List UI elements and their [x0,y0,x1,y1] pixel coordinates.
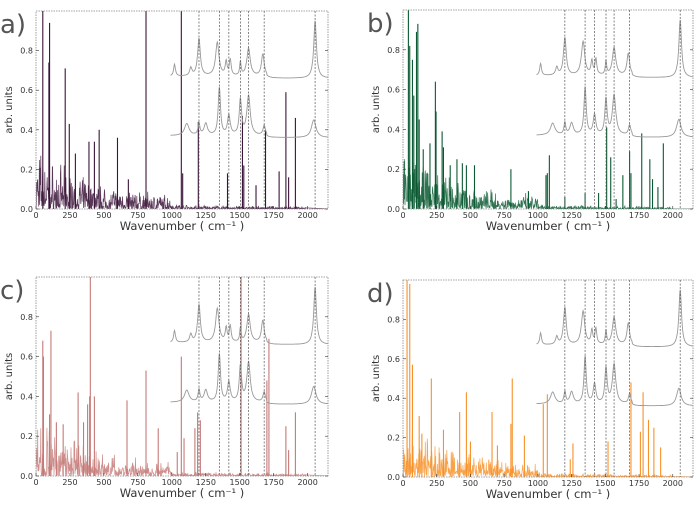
y-tick-label: 0.2 [387,165,400,174]
x-tick-label: 750 [497,211,512,220]
x-tick-label: 750 [497,479,512,488]
x-tick-label: 500 [463,479,478,488]
x-tick-label: 0 [33,478,38,487]
axes-frame [402,279,694,478]
x-tick-label: 2000 [297,211,317,220]
spectrum-trace [36,427,328,476]
x-tick-label: 1750 [263,211,283,220]
x-tick-label: 750 [130,211,145,220]
x-tick-label: 2000 [297,478,317,487]
x-tick-label: 1500 [230,478,250,487]
panel-a: a) 0 250 500 750 1000 1250 1500 1750 2000 0.0 0.2 0.… [0,10,329,233]
y-tick-label: 0.4 [20,126,33,135]
y-tick-label: 0.4 [20,392,33,401]
x-tick-label: 1500 [595,211,615,220]
y-tick-label: 0.0 [387,473,400,482]
panel-label: b) [367,9,394,39]
x-tick-label: 500 [96,211,111,220]
y-tick-label: 0.8 [387,46,400,55]
x-tick-label: 250 [62,211,77,220]
panel-label: c) [0,276,24,306]
spectrum-trace [403,159,693,209]
x-tick-label: 500 [96,478,111,487]
reference-spectrum-upper [170,286,328,345]
y-tick-label: 0.8 [20,313,33,322]
y-tick-label: 0.6 [20,353,33,362]
x-tick-label: 1750 [629,211,649,220]
y-axis-label: arb. units [4,86,15,134]
y-tick-label: 0.6 [20,86,33,95]
panel-b: b) 0 250 500 750 1000 1250 1500 1750 2000 0.0 0.2 0.… [367,9,694,233]
y-tick-label: 0.0 [20,205,33,214]
reference-spectrum-lower [536,355,693,407]
reference-spectrum-upper [536,289,693,348]
x-tick-label: 250 [429,211,444,220]
spectrum-trace [36,155,328,209]
y-axis-label: arb. units [371,86,382,134]
panel-d: d) 0 250 500 750 1000 1250 1500 1750 2000 0.0 0.2 0.… [367,279,694,501]
x-tick-label: 1750 [263,478,283,487]
x-tick-label: 2000 [663,479,683,488]
x-tick-label: 1250 [561,479,581,488]
x-axis-label: Wavenumber ( cm⁻¹ ) [486,487,611,501]
y-tick-label: 0.4 [387,394,400,403]
panel-c: c) 0 250 500 750 1000 1250 1500 1750 2000 0.0 0.2 0.… [0,276,329,500]
x-axis-label: Wavenumber ( cm⁻¹ ) [486,219,611,233]
reference-spectrum-lower [536,86,693,138]
x-tick-label: 1250 [196,211,216,220]
axes-frame [35,10,329,210]
x-axis-label: Wavenumber ( cm⁻¹ ) [120,486,245,500]
reference-spectrum-lower [170,86,328,138]
panel-label: d) [367,279,394,309]
x-tick-label: 1500 [230,211,250,220]
x-tick-label: 0 [33,211,38,220]
y-tick-label: 0.8 [387,315,400,324]
x-tick-label: 500 [463,211,478,220]
x-tick-label: 1000 [528,211,548,220]
plot-area [403,280,693,477]
x-tick-label: 1250 [196,478,216,487]
x-tick-label: 1000 [162,211,182,220]
y-axis-label: arb. units [371,355,382,403]
x-tick-label: 1000 [528,479,548,488]
x-tick-label: 2000 [663,211,683,220]
x-tick-label: 250 [429,479,444,488]
y-tick-label: 0.0 [387,205,400,214]
reference-spectrum-lower [170,353,328,405]
y-tick-label: 0.8 [20,47,33,56]
y-tick-label: 0.2 [20,165,33,174]
x-tick-label: 0 [400,479,405,488]
axes-frame [35,276,329,477]
y-axis-label: arb. units [4,353,15,401]
x-tick-label: 1500 [595,479,615,488]
plot-area [403,10,693,209]
y-tick-label: 0.4 [387,125,400,134]
y-tick-label: 0.0 [20,472,33,481]
y-tick-label: 0.2 [387,434,400,443]
x-tick-label: 1250 [561,211,581,220]
y-tick-label: 0.6 [387,355,400,364]
panel-label: a) [0,10,26,40]
spectrum-trace [403,423,693,477]
y-tick-label: 0.2 [20,432,33,441]
axes-frame [402,9,694,210]
reference-spectrum-upper [536,19,693,78]
x-tick-label: 750 [130,478,145,487]
plot-area [36,277,328,476]
y-tick-label: 0.6 [387,86,400,95]
x-tick-label: 0 [400,211,405,220]
x-tick-label: 1000 [162,478,182,487]
plot-area [36,11,328,209]
x-tick-label: 1750 [629,479,649,488]
reference-spectrum-upper [170,20,328,79]
x-axis-label: Wavenumber ( cm⁻¹ ) [120,219,245,233]
x-tick-label: 250 [62,478,77,487]
